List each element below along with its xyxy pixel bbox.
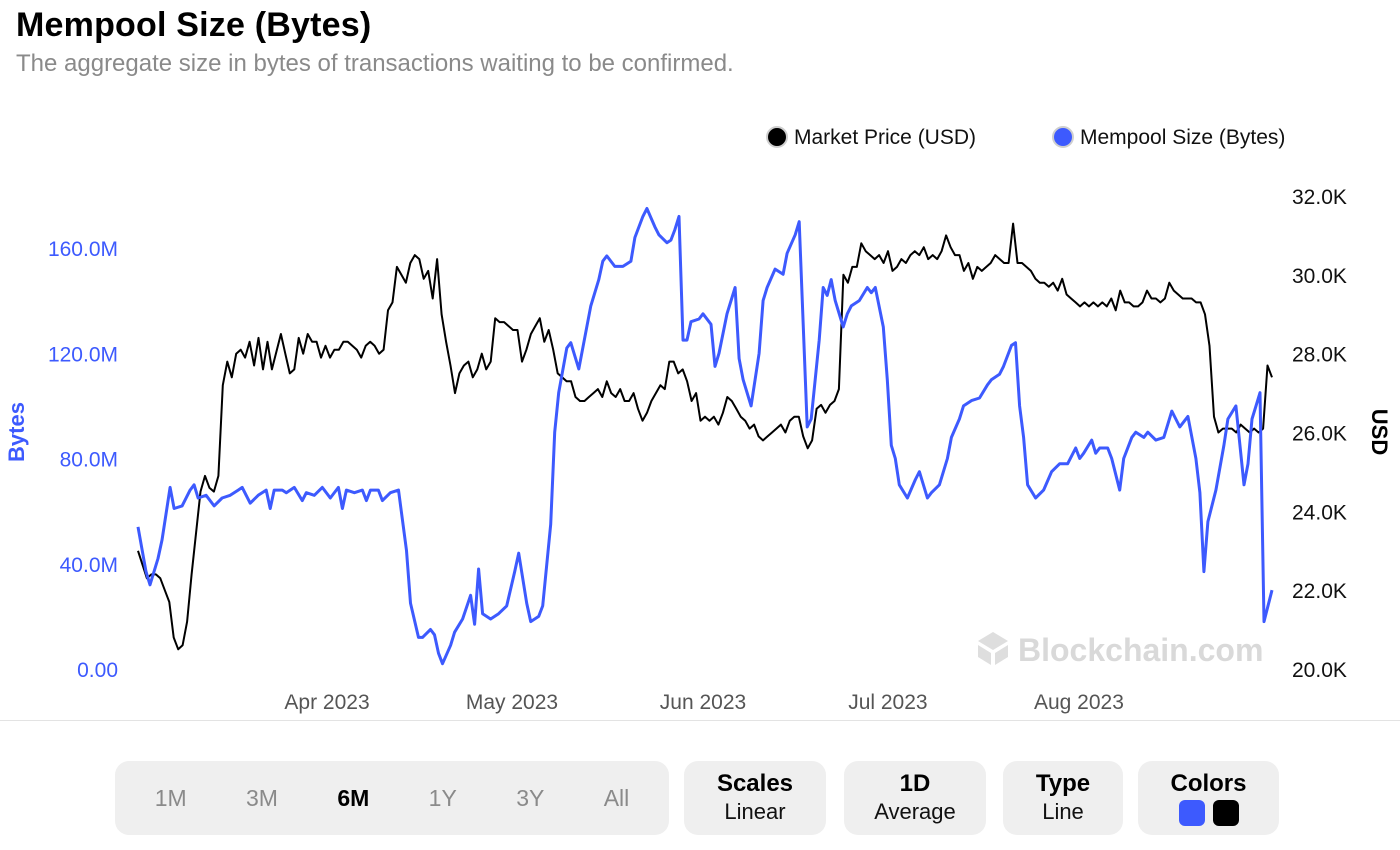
legend-price-label: Market Price (USD) — [794, 126, 976, 149]
type-value: Line — [1042, 799, 1084, 824]
legend-mempool-marker — [1052, 126, 1074, 148]
price-color-swatch[interactable] — [1212, 800, 1239, 826]
range-button-all[interactable]: All — [603, 784, 630, 811]
market-price-line — [137, 222, 1273, 651]
page-subtitle: The aggregate size in bytes of transacti… — [16, 50, 734, 77]
mempool-size-line — [136, 207, 1274, 666]
watermark-text: Blockchain.com — [1018, 632, 1263, 668]
y-left-axis-label: Bytes — [4, 402, 29, 462]
y-left-tick-label: 80.0M — [60, 449, 118, 472]
legend-mempool-label: Mempool Size (Bytes) — [1080, 126, 1285, 149]
range-button-6m[interactable]: 6M — [337, 784, 370, 811]
blockchain-logo-icon — [978, 632, 1008, 650]
colors-button[interactable]: Colors — [1138, 761, 1279, 835]
y-right-tick-label: 22.0K — [1292, 580, 1347, 603]
scales-label: Scales — [716, 770, 794, 797]
range-button-3y[interactable]: 3Y — [516, 784, 545, 811]
divider — [0, 720, 1400, 721]
y-right-tick-label: 30.0K — [1292, 265, 1347, 288]
average-button[interactable]: 1D Average — [844, 761, 986, 835]
x-tick-label: Jun 2023 — [660, 691, 746, 714]
y-left-tick-label: 40.0M — [60, 554, 118, 577]
y-right-tick-label: 32.0K — [1292, 186, 1347, 209]
type-label: Type — [1035, 770, 1091, 797]
type-button[interactable]: Type Line — [1003, 761, 1123, 835]
y-left-tick-label: 160.0M — [48, 238, 118, 261]
y-right-tick-label: 24.0K — [1292, 501, 1347, 524]
colors-label: Colors — [1170, 770, 1247, 797]
watermark — [978, 632, 1008, 665]
blockchain-logo-icon — [978, 645, 991, 665]
x-tick-label: Apr 2023 — [284, 691, 369, 714]
average-value: Average — [874, 799, 956, 824]
y-left-tick-label: 120.0M — [48, 343, 118, 366]
chart-area: 0.00 40.0M 80.0M 120.0M 160.0M Bytes 20.0K 22.0… — [4, 126, 1392, 714]
mempool-color-swatch[interactable] — [1178, 800, 1205, 826]
page-title: Mempool Size (Bytes) — [16, 6, 372, 44]
y-right-tick-label: 26.0K — [1292, 423, 1347, 446]
range-button-1y[interactable]: 1Y — [428, 784, 457, 811]
average-label: 1D — [899, 770, 931, 797]
legend-price-marker — [766, 126, 788, 148]
x-tick-label: Jul 2023 — [848, 691, 927, 714]
range-button-3m[interactable]: 3M — [246, 784, 278, 811]
x-tick-label: May 2023 — [466, 691, 558, 714]
scales-button[interactable]: Scales Linear — [684, 761, 826, 835]
y-left-tick-label: 0.00 — [77, 659, 118, 682]
scales-value: Linear — [724, 799, 786, 824]
y-right-tick-label: 20.0K — [1292, 659, 1347, 682]
blockchain-logo-icon — [995, 645, 1008, 665]
range-button-1m[interactable]: 1M — [154, 784, 187, 811]
time-range-selector: 1M 3M 6M 1Y 3Y All — [115, 761, 669, 835]
y-right-axis-label: USD — [1367, 409, 1392, 455]
y-right-tick-label: 28.0K — [1292, 344, 1347, 367]
x-tick-label: Aug 2023 — [1034, 691, 1124, 714]
